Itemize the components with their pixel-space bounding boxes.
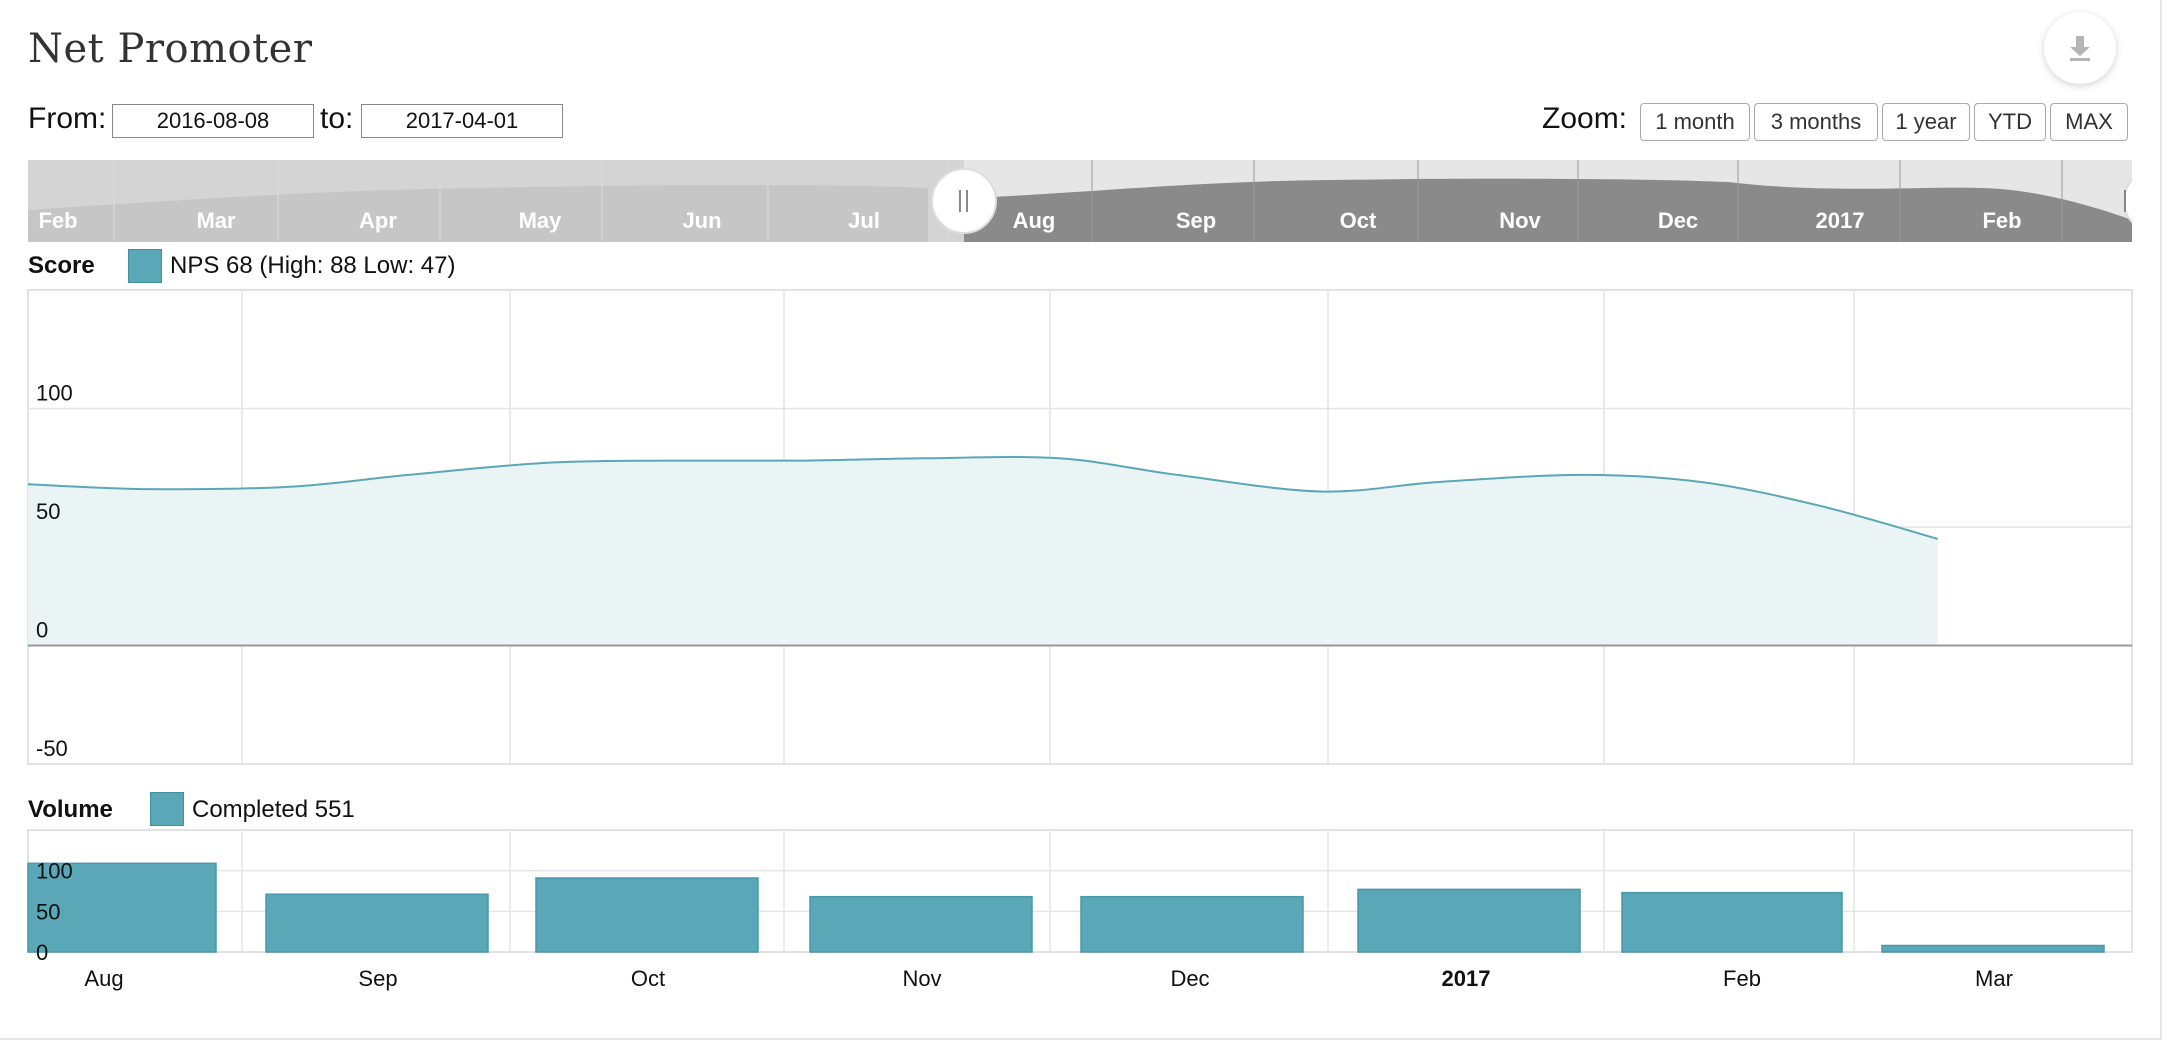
volume-x-tick-label: 2017 <box>1442 966 1491 991</box>
score-y-tick-labels: 100 50 0 -50 <box>36 381 73 762</box>
volume-x-axis-labels: Aug Sep Oct Nov Dec 2017 Feb Mar <box>84 966 2013 991</box>
to-date-input[interactable] <box>361 104 563 138</box>
volume-y-tick-label: 100 <box>36 859 73 884</box>
volume-x-tick-label: Mar <box>1975 966 2013 991</box>
nps-line <box>27 455 1938 540</box>
zoom-3-months-button[interactable]: 3 months <box>1754 103 1878 141</box>
score-section-label: Score <box>28 252 95 279</box>
navigator-series-selected <box>964 178 2132 242</box>
volume-y-tick-label: 50 <box>36 899 60 924</box>
navigator-label: Mar <box>196 208 236 233</box>
nps-area <box>28 456 1938 646</box>
volume-x-tick-label: Feb <box>1723 966 1761 991</box>
range-navigator[interactable]: Feb Mar Apr May Jun Jul Aug Sep Oct Nov Dec 2017 Feb <box>28 160 2132 242</box>
navigator-label: Sep <box>1176 208 1216 233</box>
volume-bar <box>1357 888 1581 953</box>
volume-x-tick-label: Nov <box>902 966 941 991</box>
navigator-label: Jun <box>682 208 721 233</box>
volume-bars <box>27 862 2105 953</box>
navigator-label: Feb <box>38 208 77 233</box>
to-label: to: <box>320 102 354 135</box>
score-legend-swatch <box>128 249 162 283</box>
volume-bar <box>809 895 1033 953</box>
zoom-ytd-button[interactable]: YTD <box>1974 103 2046 141</box>
score-chart: 100 50 0 -50 <box>27 289 2133 765</box>
navigator-labels: Feb Mar Apr May Jun Jul Aug Sep Oct Nov Dec 2017 Feb <box>38 208 2021 233</box>
navigator-label: Oct <box>1340 208 1377 233</box>
volume-x-tick-label: Sep <box>358 966 397 991</box>
zoom-1-month-button[interactable]: 1 month <box>1640 103 1750 141</box>
page-title: Net Promoter <box>28 26 313 72</box>
navigator-label: Aug <box>1013 208 1056 233</box>
zoom-1-year-button[interactable]: 1 year <box>1882 103 1970 141</box>
navigator-label: Apr <box>359 208 397 233</box>
navigator-series-unselected <box>28 185 928 242</box>
navigator-label: May <box>519 208 563 233</box>
navigator-label: Dec <box>1658 208 1698 233</box>
download-button[interactable] <box>2044 12 2116 84</box>
from-date-input[interactable] <box>112 104 314 138</box>
volume-y-tick-labels: 100 50 0 <box>36 859 73 965</box>
score-y-tick-label: -50 <box>36 736 68 761</box>
volume-bar <box>1621 891 1843 953</box>
score-y-tick-label: 50 <box>36 499 60 524</box>
zoom-max-button[interactable]: MAX <box>2050 103 2128 141</box>
navigator-label: 2017 <box>1816 208 1865 233</box>
from-label: From: <box>28 102 107 135</box>
volume-y-tick-label: 0 <box>36 940 48 965</box>
navigator-label: Feb <box>1982 208 2021 233</box>
volume-bar <box>1881 944 2105 953</box>
volume-bar <box>265 893 489 953</box>
volume-x-tick-label: Oct <box>631 966 665 991</box>
score-legend-text[interactable]: NPS 68 (High: 88 Low: 47) <box>170 252 456 279</box>
volume-x-tick-label: Dec <box>1170 966 1209 991</box>
score-y-tick-label: 0 <box>36 618 48 643</box>
score-y-tick-label: 100 <box>36 381 73 406</box>
volume-bar <box>535 877 759 953</box>
volume-chart: 100 50 0 Aug Sep Oct Nov Dec 2017 Feb Mar <box>27 829 2133 991</box>
navigator-label: Nov <box>1499 208 1541 233</box>
volume-legend-swatch <box>150 792 184 826</box>
navigator-left-handle[interactable] <box>931 168 997 234</box>
volume-bar <box>27 862 217 953</box>
volume-legend-text[interactable]: Completed 551 <box>192 796 355 823</box>
download-icon <box>2070 36 2090 61</box>
navigator-label: Jul <box>848 208 880 233</box>
volume-bar <box>1080 895 1304 953</box>
volume-x-tick-label: Aug <box>84 966 123 991</box>
zoom-label: Zoom: <box>1542 102 1628 135</box>
volume-section-label: Volume <box>28 796 113 823</box>
